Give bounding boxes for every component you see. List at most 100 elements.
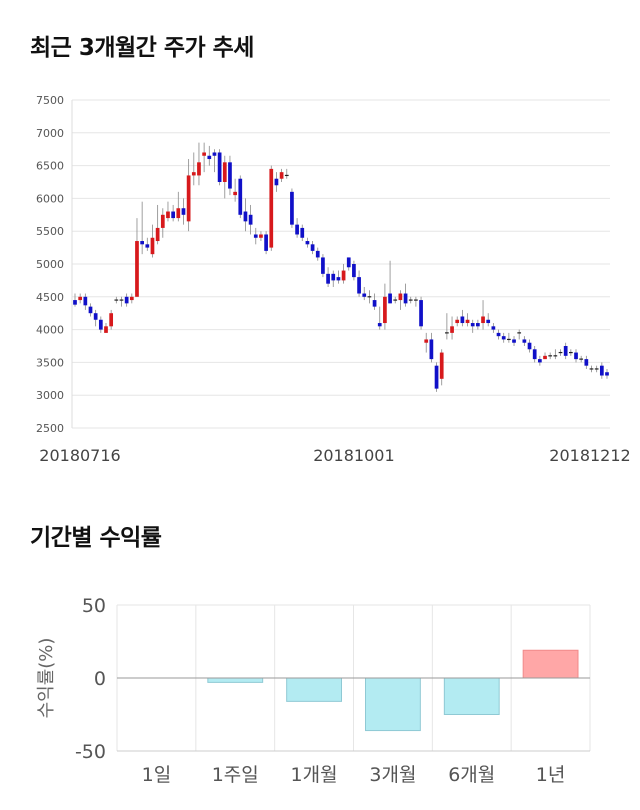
candle-body — [253, 234, 258, 238]
candle-body — [171, 211, 175, 219]
candle-body — [553, 355, 558, 357]
y-tick-label: 50 — [82, 595, 106, 617]
candle-body — [393, 299, 398, 301]
candle-body — [548, 355, 553, 357]
x-tick-label: 3개월 — [369, 764, 416, 786]
candle-body — [372, 300, 377, 307]
candle-body — [424, 339, 429, 343]
candle-body — [181, 208, 186, 215]
y-tick-label: 3500 — [36, 356, 64, 369]
return-bar — [522, 649, 579, 679]
candle-body — [532, 349, 537, 360]
candle-body — [326, 273, 330, 284]
candle-body — [290, 191, 294, 225]
candle-body — [104, 326, 108, 333]
y-tick-label: 0 — [94, 668, 106, 690]
y-tick-label: 7500 — [36, 94, 64, 107]
candle-body — [155, 227, 160, 242]
x-tick-label: 1년 — [536, 764, 566, 786]
candlestick-chart: 2500 3000 3500 4000 4500 5000 5500 6000 6500 7000… — [36, 94, 631, 465]
candle-body — [150, 237, 155, 255]
candle-body — [445, 332, 449, 334]
y-tick-label: 6000 — [36, 192, 64, 205]
x-tick-label: 1일 — [142, 764, 172, 786]
candle-body — [78, 296, 83, 301]
candle-body — [599, 365, 604, 376]
candle-body — [537, 359, 542, 363]
y-tick-label: 7000 — [36, 127, 64, 140]
candle-body — [439, 352, 444, 379]
candle-body — [212, 152, 217, 156]
candle-body — [73, 300, 77, 305]
candle-body — [124, 296, 129, 304]
candle-body — [408, 299, 413, 301]
candle-body — [563, 346, 568, 356]
candle-body — [264, 234, 268, 251]
candle-body — [558, 351, 563, 354]
candle-body — [517, 332, 522, 334]
candle-body — [388, 293, 392, 304]
candle-body — [491, 326, 496, 330]
candle-body — [367, 296, 372, 298]
candle-body — [191, 172, 196, 176]
x-tick-label: 20181212 — [549, 446, 630, 465]
candle-body — [331, 273, 336, 281]
candle-body — [300, 227, 305, 238]
candle-body — [589, 368, 594, 370]
x-tick-label: 20180716 — [39, 446, 120, 465]
candle-body — [460, 316, 465, 324]
candle-body — [98, 319, 103, 330]
y-tick-label: 2500 — [36, 422, 64, 435]
candle-body — [186, 175, 191, 222]
candle-body — [279, 172, 284, 179]
candle-body — [321, 257, 325, 274]
candle-body — [346, 257, 351, 268]
candle-body — [496, 332, 501, 337]
candle-body — [305, 241, 310, 245]
price-trend-title: 최근 3개월간 주가 추세 — [30, 35, 254, 61]
candle-body — [166, 211, 170, 219]
candle-body — [160, 214, 165, 228]
candle-body — [135, 241, 139, 297]
candle-body — [507, 338, 511, 341]
candle-body — [470, 323, 475, 327]
candle-body — [543, 355, 547, 360]
candle-body — [310, 244, 315, 251]
candle-body — [357, 277, 361, 294]
candle-body — [259, 234, 263, 238]
candle-body — [605, 372, 609, 376]
candle-body — [238, 178, 243, 215]
candle-body — [383, 296, 387, 324]
candle-body — [114, 299, 119, 301]
candle-body — [434, 365, 439, 389]
candle-body — [83, 296, 88, 306]
candle-body — [476, 323, 480, 327]
y-tick-label: 4500 — [36, 291, 64, 304]
candle-body — [88, 306, 93, 314]
candle-body — [455, 319, 460, 324]
candle-body — [465, 319, 470, 324]
candle-body — [522, 339, 527, 343]
candle-body — [284, 174, 289, 177]
candle-body — [207, 155, 212, 160]
candle-body — [362, 293, 367, 297]
candle-body — [419, 300, 423, 327]
candle-body — [145, 244, 150, 248]
candle-body — [352, 264, 356, 278]
candle-body — [574, 352, 578, 360]
candle-body — [486, 319, 491, 324]
candle-body — [341, 270, 346, 281]
x-tick-label: 6개월 — [448, 764, 495, 786]
candle-body — [129, 296, 134, 301]
candle-body — [527, 342, 532, 350]
x-tick-label: 1개월 — [291, 764, 338, 786]
return-bar — [286, 677, 342, 702]
candle-body — [403, 293, 408, 304]
candle-body — [140, 241, 145, 245]
candle-body — [248, 214, 253, 225]
return-bar — [207, 677, 264, 683]
candle-body — [414, 299, 418, 301]
candle-body — [584, 359, 589, 366]
return-bar — [443, 677, 500, 715]
